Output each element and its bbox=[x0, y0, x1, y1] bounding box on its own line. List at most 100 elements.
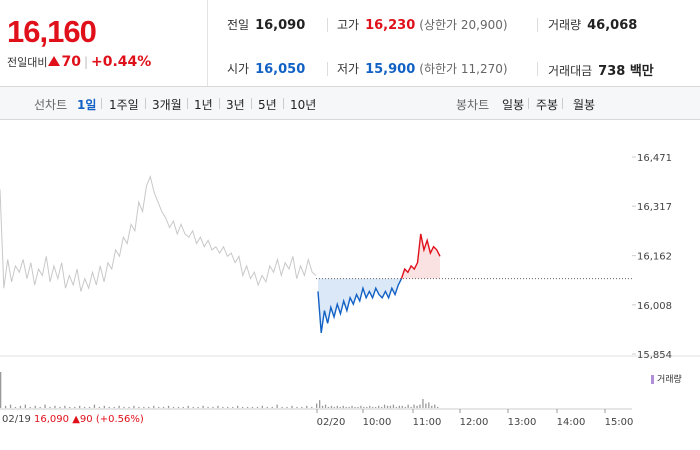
volume-swatch-icon bbox=[651, 375, 654, 384]
current-price: 16,160 bbox=[7, 14, 97, 49]
volume-bar bbox=[0, 372, 2, 408]
volume-bar bbox=[342, 405, 344, 409]
volume-bar bbox=[212, 406, 214, 408]
volume-bar bbox=[39, 406, 41, 408]
volume-bar bbox=[311, 406, 313, 408]
volume-bar bbox=[348, 406, 350, 408]
volume-bar bbox=[366, 406, 368, 408]
volume-bar bbox=[321, 405, 324, 409]
divider bbox=[283, 98, 284, 109]
volume-bar bbox=[133, 405, 135, 409]
stat-high: 고가 16,230 (상한가 20,900) bbox=[337, 16, 508, 33]
volume-bar bbox=[118, 405, 120, 409]
volume-bar bbox=[232, 406, 234, 408]
volume-bar bbox=[69, 406, 71, 408]
y-tick-label: 16,162 bbox=[637, 252, 672, 263]
today-line bbox=[317, 233, 441, 334]
stats-panel: 전일 16,090 고가 16,230 (상한가 20,900) 거래량 46,068 … bbox=[209, 0, 700, 86]
range-3m-tab[interactable]: 3개월 bbox=[152, 98, 182, 112]
volume-bar bbox=[434, 404, 436, 408]
divider bbox=[219, 98, 220, 109]
volume-bar bbox=[271, 406, 273, 408]
volume-bar bbox=[410, 406, 412, 408]
volume-bar bbox=[431, 405, 433, 409]
volume-bar bbox=[416, 405, 418, 409]
volume-bar bbox=[363, 406, 365, 408]
divider bbox=[562, 98, 563, 109]
volume-bar bbox=[419, 404, 421, 408]
stat-value: 738 백만 bbox=[598, 64, 654, 79]
prev-day-line bbox=[0, 174, 317, 292]
today-area bbox=[318, 233, 440, 333]
y-tick-label: 16,317 bbox=[637, 202, 672, 213]
stat-value: 16,090 bbox=[255, 18, 306, 33]
volume-bar bbox=[281, 406, 283, 408]
volume-bar bbox=[9, 404, 12, 408]
volume-bar bbox=[172, 406, 175, 408]
volume-bar bbox=[291, 405, 293, 409]
prev-day-date: 02/19 bbox=[2, 414, 31, 425]
volume-bar bbox=[217, 405, 219, 409]
volume-bar bbox=[182, 406, 184, 408]
range-5y-tab[interactable]: 5년 bbox=[258, 98, 277, 112]
today-down-series bbox=[317, 278, 403, 334]
volume-bar bbox=[407, 404, 409, 408]
volume-bar bbox=[386, 405, 389, 409]
volume-bar bbox=[398, 405, 400, 409]
volume-bar bbox=[44, 404, 46, 408]
x-axis-ticks: 02/20 10:00 11:00 12:00 13:00 14:00 15:00 bbox=[316, 409, 633, 428]
volume-bar bbox=[246, 406, 249, 408]
prev-day-series bbox=[0, 174, 317, 292]
candle-monthly-tab[interactable]: 월봉 bbox=[573, 98, 596, 112]
stat-label: 고가 bbox=[337, 18, 360, 32]
volume-bar bbox=[413, 404, 415, 408]
volume-bar bbox=[103, 405, 105, 409]
volume-bar bbox=[306, 405, 308, 409]
volume-bar bbox=[251, 406, 254, 408]
volume-bar bbox=[266, 406, 268, 408]
range-1d-tab[interactable]: 1일 bbox=[77, 98, 97, 112]
change-label: 전일대비 bbox=[7, 56, 48, 69]
today-up-series bbox=[400, 233, 441, 279]
volume-legend: 거래량 bbox=[651, 372, 682, 385]
volume-bar bbox=[351, 405, 353, 409]
stat-label: 거래대금 bbox=[548, 64, 593, 78]
stat-label: 전일 bbox=[227, 18, 250, 32]
volume-bar bbox=[187, 405, 189, 409]
volume-bars bbox=[0, 372, 632, 410]
prev-day-pct: (+0.56%) bbox=[95, 414, 144, 425]
volume-bar bbox=[345, 406, 347, 408]
range-1y-tab[interactable]: 1년 bbox=[194, 98, 213, 112]
volume-bar bbox=[93, 404, 96, 408]
x-tick-label: 12:00 bbox=[460, 417, 489, 428]
volume-bar bbox=[375, 406, 377, 408]
volume-bar bbox=[24, 404, 26, 408]
divider bbox=[528, 98, 529, 109]
volume-bar bbox=[29, 406, 31, 408]
price-chart[interactable]: 16,471 16,317 16,162 16,008 15,854 02/20 10:0… bbox=[0, 121, 700, 450]
volume-bar bbox=[339, 406, 341, 408]
candle-daily-tab[interactable]: 일봉 bbox=[502, 98, 525, 112]
divider bbox=[537, 62, 538, 76]
volume-bar bbox=[404, 406, 406, 408]
volume-bar bbox=[34, 405, 36, 409]
range-10y-tab[interactable]: 10년 bbox=[290, 98, 317, 112]
volume-bar bbox=[128, 406, 130, 408]
chart-toolbar: 선차트 1일 1주일 3개월 1년 3년 5년 10년 봉차트 일봉 주봉 월봉 bbox=[0, 86, 700, 120]
range-3y-tab[interactable]: 3년 bbox=[226, 98, 245, 112]
volume-bar bbox=[296, 406, 298, 408]
divider bbox=[537, 18, 538, 32]
volume-bar bbox=[383, 404, 386, 408]
volume-bar bbox=[14, 406, 17, 408]
volume-bar bbox=[286, 406, 288, 408]
stat-label: 저가 bbox=[337, 62, 360, 76]
volume-bar bbox=[319, 400, 321, 408]
volume-bar bbox=[437, 406, 439, 408]
volume-bar bbox=[98, 406, 101, 408]
volume-bar bbox=[360, 405, 362, 409]
volume-bar bbox=[74, 406, 76, 408]
range-1w-tab[interactable]: 1주일 bbox=[109, 98, 139, 112]
divider: | bbox=[83, 55, 89, 69]
volume-bar bbox=[143, 406, 145, 408]
candle-weekly-tab[interactable]: 주봉 bbox=[536, 98, 559, 112]
